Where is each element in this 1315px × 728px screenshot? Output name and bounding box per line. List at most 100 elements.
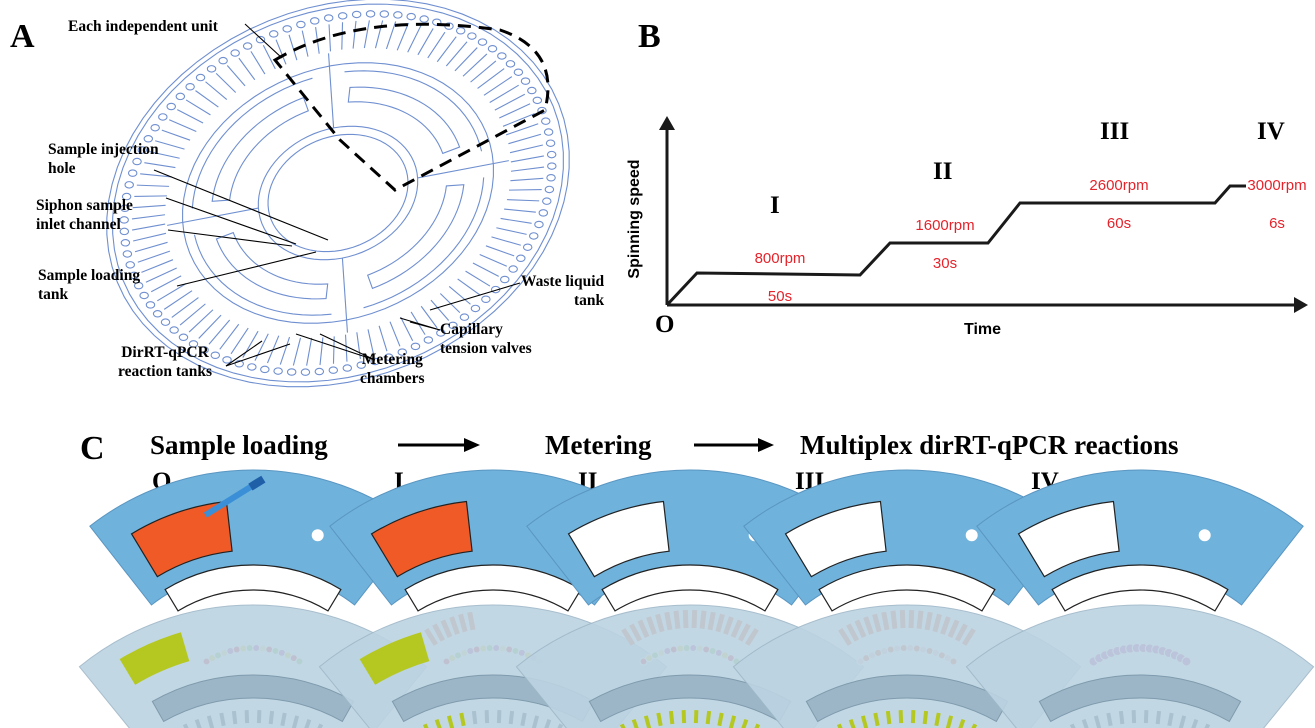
photo-metering-chamber [656, 712, 663, 727]
metering-channel [385, 21, 397, 50]
photo-metering-chamber [304, 718, 312, 728]
reaction-tank [120, 239, 131, 247]
disc-channel-ring [182, 62, 494, 324]
stage-ii-time: 30s [932, 255, 958, 272]
disc-hub-ring [257, 125, 419, 261]
reaction-tank [175, 92, 186, 101]
chip-photo-sample [119, 632, 190, 685]
stage-iii-time: 60s [1106, 215, 1132, 232]
stage-ii-label: II [933, 158, 953, 185]
unit-divider [327, 53, 335, 128]
stage-iv-rpm: 3000rpm [1247, 177, 1307, 194]
photo-metering-chamber [668, 710, 675, 725]
photo-metering-chamber [317, 723, 324, 728]
reaction-tank [455, 27, 466, 35]
reaction-tank [534, 220, 544, 229]
photo-metering-chamber [291, 715, 300, 728]
chip-loading-tank [567, 500, 670, 578]
reaction-tank [133, 281, 144, 290]
stage-i-label: I [770, 192, 780, 219]
photo-metering-chamber [1118, 710, 1125, 725]
disc-outer-edge [106, 0, 570, 388]
metering-channel [279, 336, 291, 365]
metering-channel [510, 155, 544, 163]
reaction-tank [508, 265, 518, 273]
metering-channel [509, 189, 542, 191]
reaction-tank [516, 254, 526, 263]
reaction-tank [247, 363, 257, 371]
metering-channel [195, 90, 219, 108]
metering-channel [502, 113, 535, 127]
panel-b-label: B [638, 18, 661, 55]
reaction-tank [314, 367, 325, 376]
reaction-tank [459, 313, 470, 321]
reaction-tank [522, 243, 533, 251]
metering-channel [163, 290, 193, 310]
callout-loading-tank: Sample loading tank [38, 267, 141, 303]
photo-metering-chamber [705, 710, 712, 725]
reaction-tank [242, 42, 253, 50]
metering-channel [445, 41, 468, 67]
stage-ii-speed: 1600rpm 30s [905, 197, 985, 292]
reaction-tank [309, 17, 320, 25]
photo-metering-chamber [860, 715, 869, 728]
metering-channel [198, 314, 222, 339]
title-sample-loading: Sample loading [150, 430, 328, 460]
title-multiplex-reactions: Multiplex dirRT-qPCR reactions [800, 430, 1179, 460]
origin-label: O [655, 311, 675, 338]
reaction-tank [410, 342, 421, 351]
photo-metering-chamber [728, 715, 737, 728]
chip-vent-hole [965, 529, 978, 542]
photo-metering-chamber [1155, 710, 1162, 725]
reaction-tank [477, 38, 488, 46]
metering-channel [479, 254, 508, 267]
metering-channel [219, 323, 240, 350]
speed-profile-line [665, 184, 1246, 307]
reaction-tank [145, 301, 156, 309]
chip-vent-hole [1198, 529, 1211, 542]
metering-channel [510, 177, 544, 182]
disc-hub-inner [267, 133, 409, 253]
photo-metering-chamber [1081, 718, 1089, 728]
photo-metering-chamber [754, 723, 761, 728]
reaction-tank [121, 192, 132, 201]
reaction-tank [328, 366, 339, 374]
reaction-tank [300, 368, 311, 376]
photo-metering-chamber [520, 712, 527, 727]
panel-c-label: C [80, 430, 105, 467]
stage-iii-rpm: 2600rpm [1089, 177, 1149, 194]
photo-metering-chamber [934, 712, 941, 727]
reaction-tank [195, 73, 206, 82]
reaction-tank [351, 10, 362, 19]
metering-channel [134, 241, 168, 253]
reaction-tank [406, 12, 416, 21]
metering-channel [457, 278, 481, 296]
sample-loading-tank [215, 231, 329, 300]
metering-channel [208, 319, 231, 345]
metering-channel [301, 30, 309, 57]
callout-waste-tank: Waste liquid tank [521, 273, 605, 309]
metering-channel [454, 47, 478, 72]
metering-channel [462, 53, 488, 77]
photo-metering-chamber [1106, 712, 1113, 727]
metering-channel [389, 321, 401, 347]
reaction-tank [210, 351, 221, 359]
reaction-tank [419, 15, 429, 23]
photo-metering-chamber [206, 715, 215, 728]
photo-metering-chamber [1204, 723, 1211, 728]
reaction-tank [222, 356, 232, 364]
reaction-tank [527, 86, 537, 95]
chip-arc-tank [818, 564, 996, 612]
metering-channel [400, 316, 414, 342]
reaction-tank [547, 162, 557, 170]
metering-channel [505, 123, 539, 136]
reaction-tank [546, 150, 557, 159]
reaction-tank [152, 310, 163, 318]
reaction-tank [120, 204, 130, 213]
metering-channel [188, 309, 214, 333]
chip-photo-arc [151, 674, 355, 723]
stage-iv-speed: 3000rpm 6s [1237, 157, 1315, 252]
chip-arc-tank [164, 564, 342, 612]
